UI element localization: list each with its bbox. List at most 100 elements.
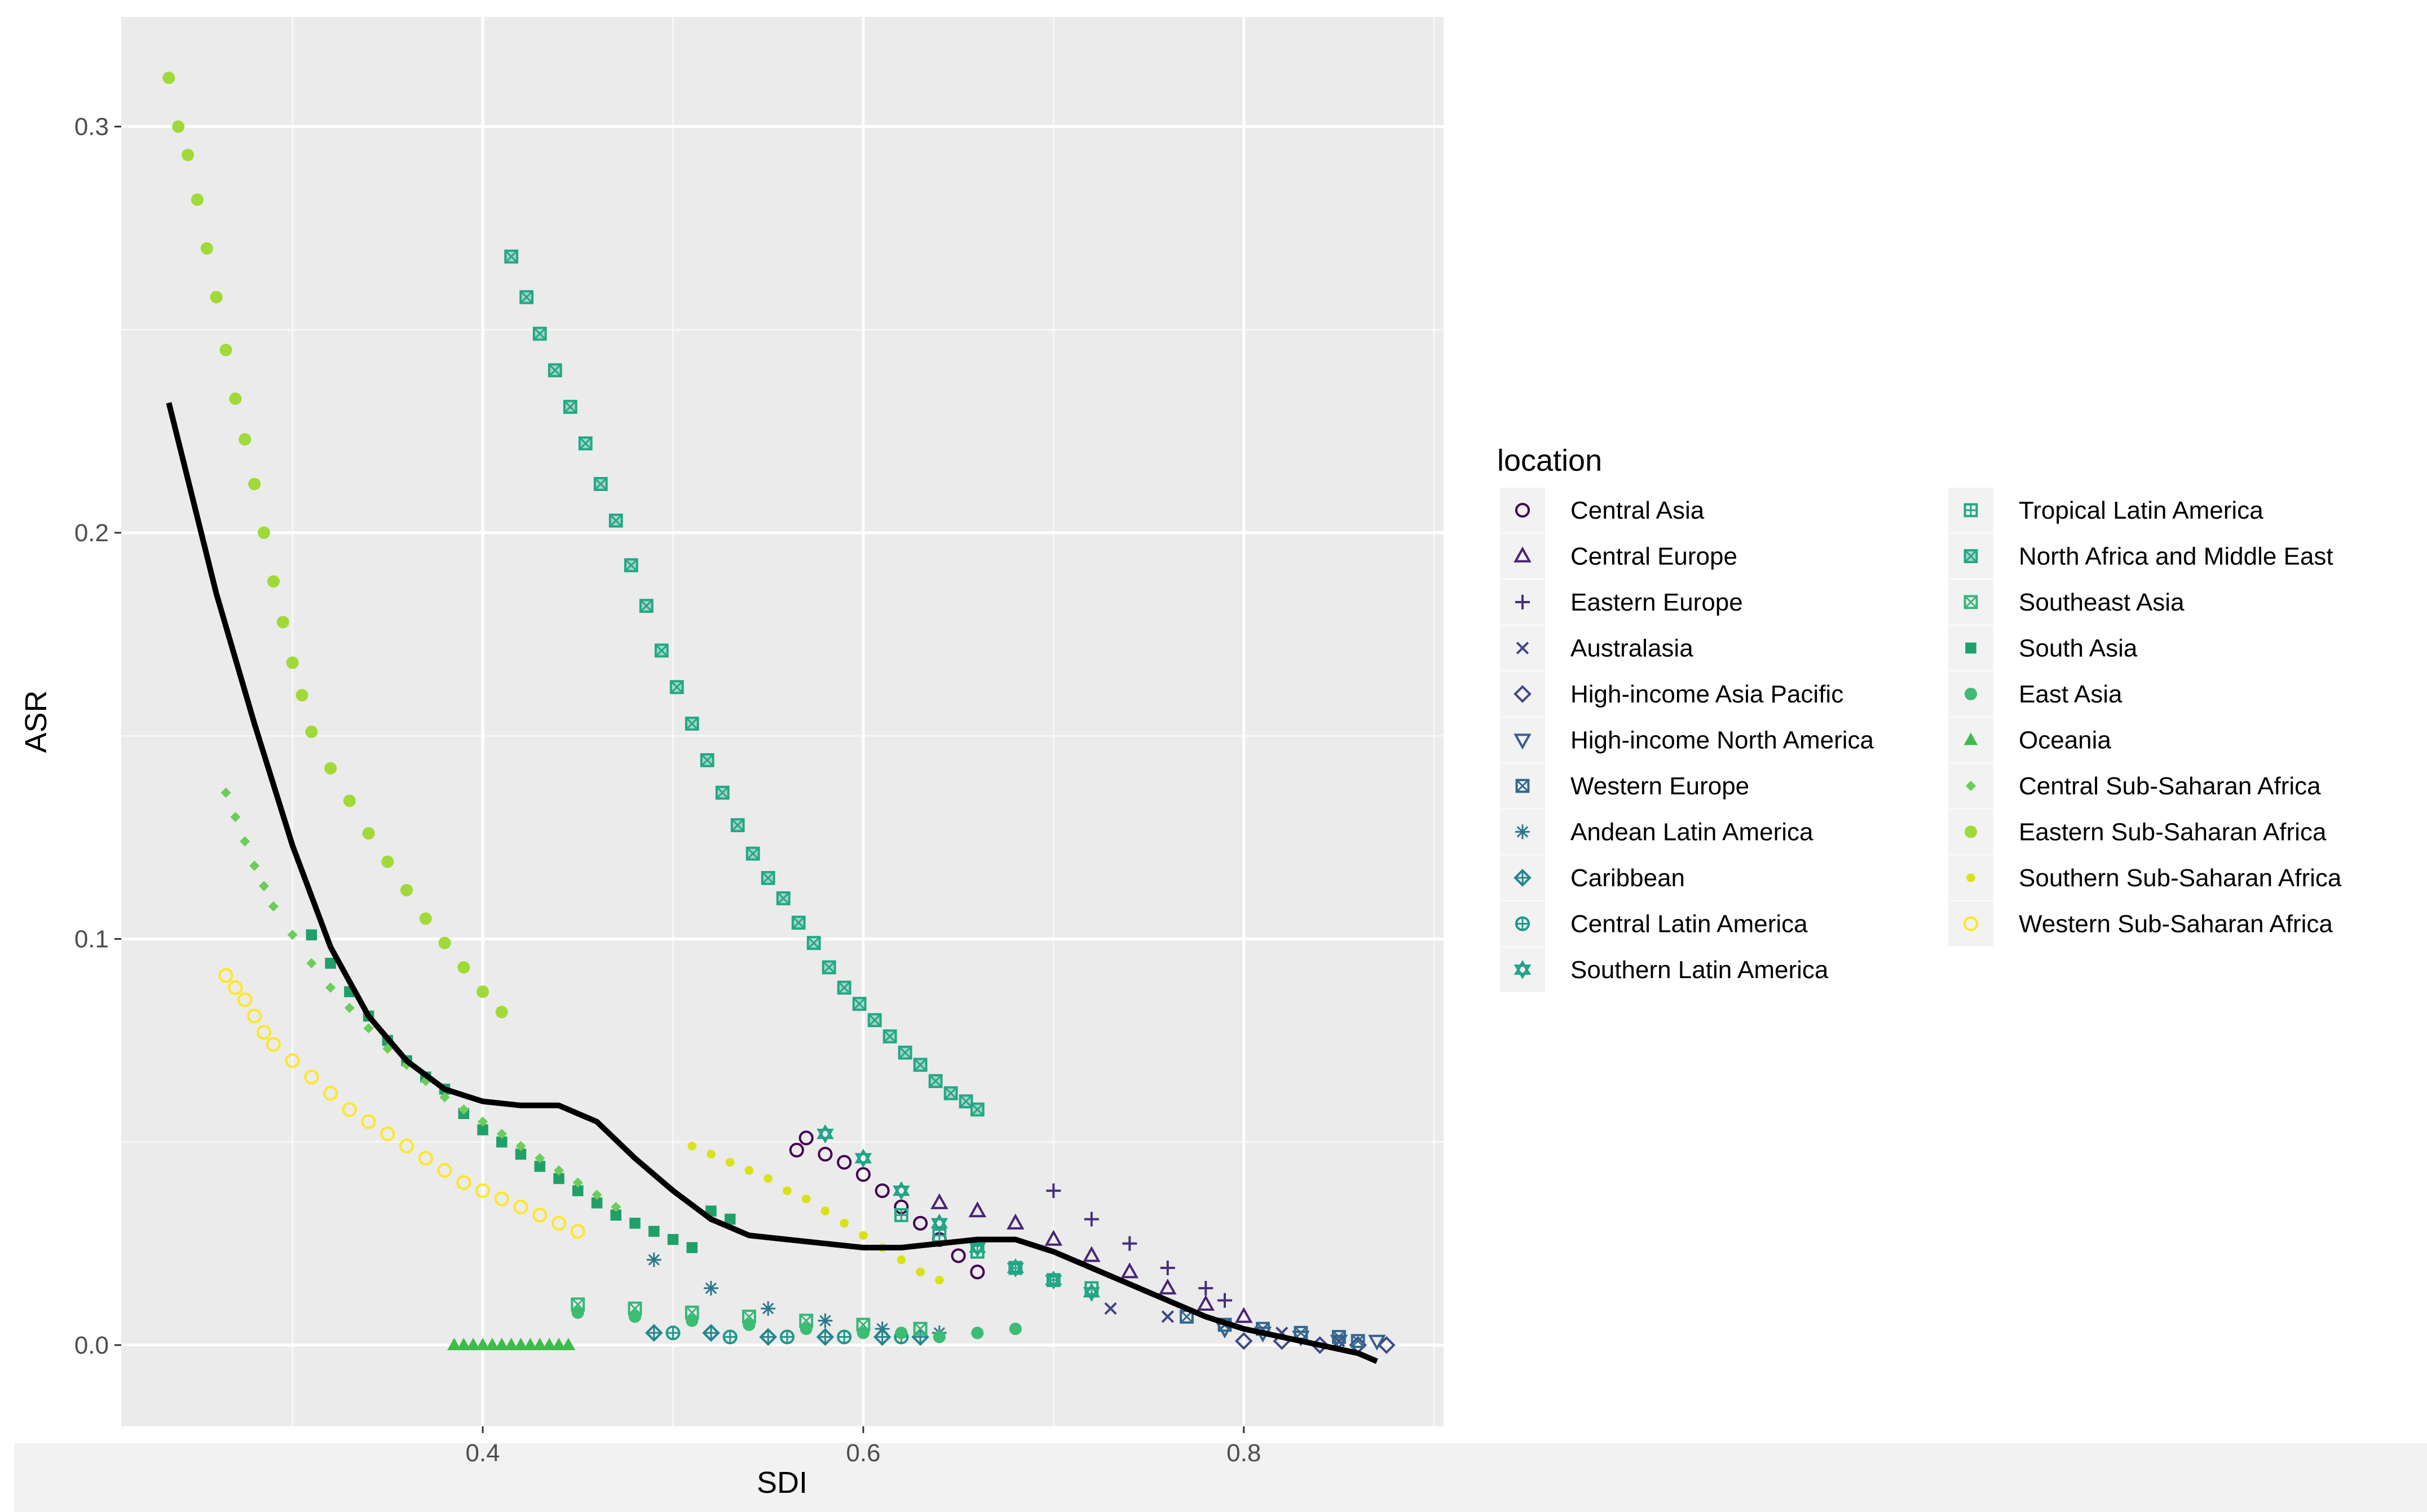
data-point xyxy=(818,1147,833,1162)
data-point xyxy=(1084,1281,1099,1296)
data-point xyxy=(970,1102,985,1117)
data-point xyxy=(629,1218,641,1229)
data-point xyxy=(1104,1302,1117,1315)
data-point xyxy=(324,762,337,775)
data-point xyxy=(305,725,318,739)
data-point xyxy=(419,912,432,925)
data-point xyxy=(572,1185,584,1196)
data-point xyxy=(959,1094,973,1109)
data-point xyxy=(1158,1278,1177,1295)
data-point xyxy=(532,1208,548,1223)
legend-item: Western Sub-Saharan Africa xyxy=(1948,901,2333,947)
legend-marker xyxy=(1513,869,1532,887)
legend-marker xyxy=(1964,687,1978,701)
legend-label: Eastern Europe xyxy=(1570,589,1743,616)
data-point xyxy=(875,1183,890,1199)
legend-item: Eastern Sub-Saharan Africa xyxy=(1948,809,2327,855)
legend-item: Australasia xyxy=(1500,625,1693,671)
data-point xyxy=(801,1194,811,1204)
data-point xyxy=(702,1324,720,1342)
data-point xyxy=(1084,1212,1099,1227)
data-point xyxy=(798,1130,814,1146)
data-point xyxy=(563,400,577,414)
legend-label: High-income Asia Pacific xyxy=(1570,680,1843,708)
data-point xyxy=(730,818,745,833)
legend-marker xyxy=(1965,642,1976,654)
data-point xyxy=(363,1023,374,1034)
data-point xyxy=(268,901,279,912)
data-point xyxy=(400,883,413,897)
legend-label: North Africa and Middle East xyxy=(2019,543,2333,571)
legend-item: Central Europe xyxy=(1500,533,1737,579)
data-point xyxy=(1332,1330,1346,1344)
data-point xyxy=(1368,1334,1386,1351)
legend-item: High-income Asia Pacific xyxy=(1500,671,1843,717)
data-point xyxy=(759,1328,778,1346)
data-point xyxy=(551,1215,567,1231)
data-point xyxy=(789,1143,804,1158)
data-point xyxy=(380,1126,395,1142)
data-point xyxy=(1083,1246,1101,1262)
legend-marker xyxy=(1964,825,1978,838)
data-point xyxy=(287,930,298,940)
data-point xyxy=(1120,1262,1139,1279)
data-point xyxy=(458,1104,469,1115)
data-point xyxy=(724,1213,736,1225)
legend-label: Central Latin America xyxy=(1570,910,1808,938)
data-point xyxy=(456,1337,471,1351)
data-point xyxy=(475,1337,490,1351)
data-point xyxy=(325,982,336,993)
legend-item: Central Latin America xyxy=(1500,901,1808,947)
data-point xyxy=(930,1213,948,1233)
data-point xyxy=(382,1043,393,1054)
data-point xyxy=(822,960,836,975)
data-point xyxy=(572,1177,583,1188)
legend-marker xyxy=(1965,780,1976,792)
data-point xyxy=(439,1092,450,1103)
legend-item: High-income North America xyxy=(1500,717,1874,763)
data-point xyxy=(654,643,669,658)
legend-marker xyxy=(1515,595,1530,609)
data-point xyxy=(438,936,451,949)
data-point xyxy=(210,291,223,304)
data-point xyxy=(418,1151,433,1166)
data-point xyxy=(343,794,356,807)
bottom-band xyxy=(14,1443,2427,1512)
legend-label: Eastern Sub-Saharan Africa xyxy=(2019,819,2327,846)
data-point xyxy=(722,1329,738,1345)
data-point xyxy=(685,717,699,731)
data-point xyxy=(610,1209,622,1221)
data-point xyxy=(624,558,638,573)
legend-marker xyxy=(1515,779,1530,793)
data-point xyxy=(1217,1293,1232,1308)
data-point xyxy=(513,1199,528,1215)
legend-item: Central Asia xyxy=(1500,488,1705,533)
gridlines xyxy=(121,17,1444,1426)
data-point xyxy=(247,1009,262,1024)
legend-key xyxy=(1500,488,1545,533)
data-point xyxy=(855,1167,871,1182)
legend-item: East Asia xyxy=(1948,671,2122,717)
legend-marker xyxy=(1515,824,1530,839)
data-point xyxy=(913,1215,928,1231)
data-point xyxy=(608,513,623,528)
data-point xyxy=(551,1337,566,1351)
data-point xyxy=(191,193,204,206)
data-point xyxy=(519,290,534,304)
data-point xyxy=(553,1165,564,1176)
data-point xyxy=(1046,1273,1061,1288)
data-point xyxy=(182,148,195,162)
data-point xyxy=(665,1325,681,1341)
data-point xyxy=(895,1327,908,1339)
legend-label: Southeast Asia xyxy=(2019,589,2185,616)
data-point xyxy=(542,1337,557,1351)
data-point xyxy=(840,1218,849,1228)
data-point xyxy=(916,1267,925,1277)
data-point xyxy=(687,1142,697,1151)
data-point xyxy=(515,1148,527,1160)
data-point xyxy=(1122,1236,1137,1251)
data-point xyxy=(791,916,806,930)
data-point xyxy=(968,1201,987,1218)
data-point xyxy=(504,1337,519,1351)
